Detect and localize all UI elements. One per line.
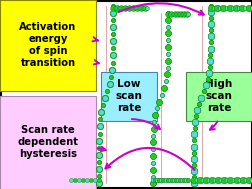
FancyBboxPatch shape <box>0 96 96 189</box>
Text: Scan rate
dependent
hysteresis: Scan rate dependent hysteresis <box>17 125 78 159</box>
Text: High
scan
rate: High scan rate <box>204 79 232 113</box>
Text: Activation
energy
of spin
transition: Activation energy of spin transition <box>19 22 76 68</box>
FancyBboxPatch shape <box>101 72 156 121</box>
FancyBboxPatch shape <box>0 0 96 91</box>
FancyBboxPatch shape <box>185 72 251 121</box>
Text: Low
scan
rate: Low scan rate <box>115 79 142 113</box>
